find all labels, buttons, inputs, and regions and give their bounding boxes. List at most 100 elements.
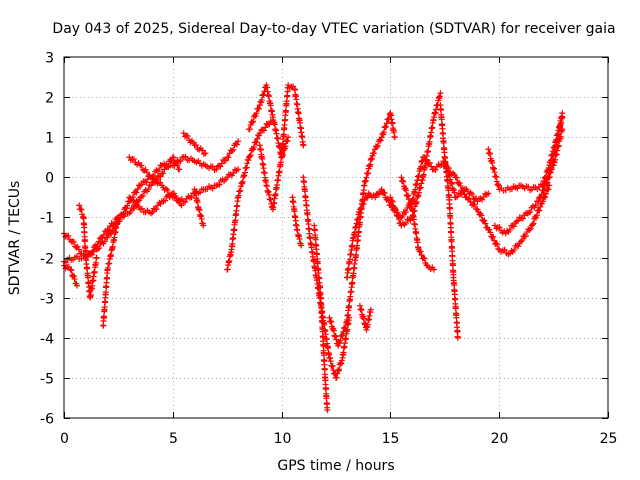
sample-point bbox=[135, 197, 142, 204]
sample-point bbox=[101, 238, 108, 245]
sample-point bbox=[383, 123, 390, 130]
sample-point bbox=[522, 233, 529, 240]
sample-point bbox=[537, 203, 544, 210]
sample-point bbox=[487, 229, 494, 236]
data-point bbox=[437, 90, 444, 97]
data-point bbox=[115, 214, 122, 221]
sample-point bbox=[496, 224, 503, 231]
y-tick-label: 1 bbox=[45, 131, 54, 147]
sample-point bbox=[78, 206, 85, 213]
y-tick-label: -6 bbox=[40, 412, 54, 428]
sample-point bbox=[451, 189, 458, 196]
sample-point bbox=[233, 141, 240, 148]
sample-point bbox=[343, 319, 350, 326]
sample-point bbox=[163, 185, 169, 192]
sample-point bbox=[65, 232, 72, 239]
sample-point bbox=[250, 144, 257, 151]
sample-point bbox=[392, 207, 399, 214]
sample-point bbox=[70, 272, 77, 279]
sample-point bbox=[383, 120, 390, 127]
x-axis-label: GPS time / hours bbox=[277, 458, 394, 474]
sample-point bbox=[373, 144, 380, 151]
y-tick-label: -5 bbox=[40, 372, 54, 388]
y-axis-ticks: -6 -5 -4 -3 -2 -1 0 1 2 3 bbox=[40, 51, 608, 428]
sample-point bbox=[70, 238, 77, 245]
data-point bbox=[398, 174, 405, 181]
sample-point bbox=[252, 112, 259, 119]
sample-point bbox=[469, 191, 475, 198]
data-point bbox=[256, 130, 263, 137]
sample-point bbox=[62, 233, 69, 240]
plot-frame bbox=[63, 56, 609, 419]
sample-point bbox=[341, 325, 348, 332]
sample-point bbox=[164, 187, 171, 194]
sample-point bbox=[482, 220, 489, 227]
sample-point bbox=[149, 209, 156, 216]
sample-point bbox=[246, 153, 253, 160]
sample-point bbox=[143, 169, 150, 176]
sample-point bbox=[541, 177, 548, 184]
sample-point bbox=[331, 332, 338, 339]
data-point bbox=[200, 222, 207, 229]
sample-point bbox=[448, 179, 455, 186]
sample-point bbox=[515, 243, 522, 250]
sample-point bbox=[199, 147, 206, 154]
sample-point bbox=[75, 246, 82, 253]
sample-point bbox=[333, 374, 340, 381]
sample-point bbox=[68, 267, 75, 274]
data-point bbox=[76, 202, 83, 209]
sample-point bbox=[193, 142, 200, 149]
data-point bbox=[535, 198, 542, 205]
sample-point bbox=[508, 247, 515, 254]
sample-point bbox=[282, 143, 289, 150]
sample-point bbox=[176, 197, 183, 204]
sample-point bbox=[188, 194, 195, 201]
sample-point bbox=[334, 370, 341, 377]
sample-point bbox=[530, 220, 537, 227]
sample-point bbox=[403, 209, 410, 216]
data-point bbox=[378, 186, 385, 193]
sample-point bbox=[374, 142, 381, 149]
sample-point bbox=[254, 135, 261, 142]
sample-point bbox=[266, 121, 273, 128]
sample-point bbox=[432, 166, 439, 173]
sample-point bbox=[467, 189, 474, 196]
sample-point bbox=[403, 187, 410, 194]
sample-point bbox=[464, 196, 471, 203]
data-point bbox=[95, 238, 102, 245]
sample-point bbox=[157, 173, 164, 180]
sample-point bbox=[172, 193, 179, 200]
sample-point bbox=[407, 200, 414, 207]
sample-point bbox=[229, 147, 236, 154]
sample-point bbox=[395, 212, 402, 219]
sample-point bbox=[253, 139, 260, 146]
sample-point bbox=[170, 154, 177, 161]
sample-point bbox=[216, 181, 223, 188]
sample-point bbox=[545, 186, 552, 193]
sample-point bbox=[376, 191, 383, 198]
sample-point bbox=[262, 124, 269, 131]
sample-point bbox=[160, 170, 167, 177]
sample-point bbox=[336, 366, 343, 373]
data-point bbox=[300, 142, 307, 149]
x-tick-label: 0 bbox=[60, 431, 69, 447]
sample-point bbox=[519, 237, 526, 244]
sample-point bbox=[405, 196, 412, 203]
sample-point bbox=[164, 162, 171, 169]
data-point bbox=[148, 210, 155, 217]
sample-point bbox=[134, 186, 141, 193]
sample-point bbox=[256, 105, 263, 112]
x-axis-ticks: 0 5 10 15 20 25 bbox=[60, 57, 617, 447]
sample-point bbox=[389, 198, 396, 205]
sample-point bbox=[340, 328, 347, 335]
sample-point bbox=[420, 254, 427, 261]
sample-point bbox=[230, 169, 237, 176]
data-point bbox=[74, 282, 81, 289]
sample-point bbox=[461, 191, 468, 198]
sample-point bbox=[486, 226, 493, 233]
sample-point bbox=[506, 226, 513, 233]
sample-point bbox=[153, 206, 160, 213]
grid-lines bbox=[64, 57, 608, 418]
sample-point bbox=[544, 167, 551, 174]
sample-point bbox=[544, 179, 551, 186]
